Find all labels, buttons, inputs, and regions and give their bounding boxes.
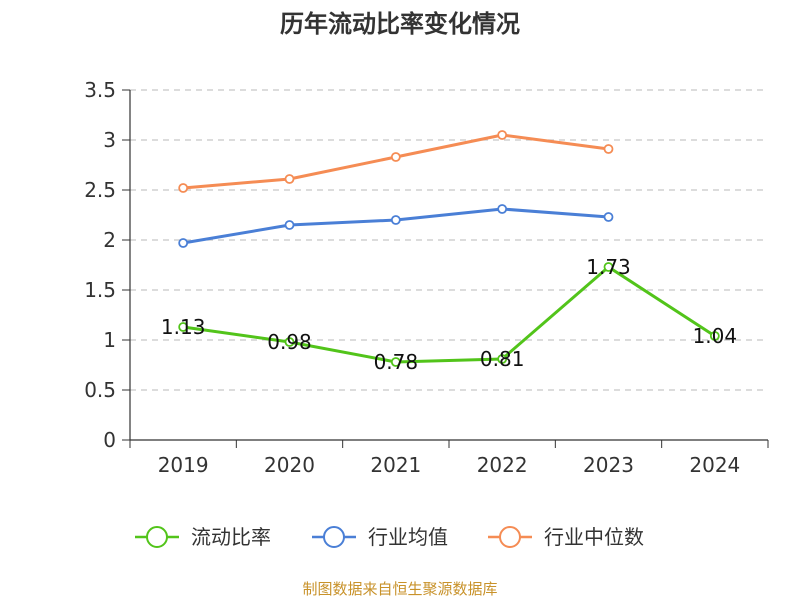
data-label: 1.73 bbox=[586, 255, 631, 279]
chart-title: 历年流动比率变化情况 bbox=[280, 10, 520, 38]
grid bbox=[130, 89, 768, 391]
data-labels: 1.13 0.98 0.78 0.81 1.73 1.04 bbox=[161, 255, 737, 374]
data-point bbox=[497, 204, 508, 214]
x-tick-label: 2023 bbox=[583, 453, 634, 477]
legend-marker bbox=[146, 526, 168, 548]
x-tick-label: 2019 bbox=[158, 453, 209, 477]
x-tick-label: 2020 bbox=[264, 453, 315, 477]
y-tick-label: 1 bbox=[103, 328, 116, 352]
source-note: 制图数据来自恒生聚源数据库 bbox=[302, 580, 497, 598]
y-tick-label: 2.5 bbox=[84, 178, 116, 202]
data-label: 1.04 bbox=[693, 324, 738, 348]
x-tick-label: 2022 bbox=[477, 453, 528, 477]
data-point bbox=[603, 144, 614, 154]
axes: 0 0.5 1 1.5 2 2.5 3 3.5 2019 2020 2021 2022 2023 2024 bbox=[84, 78, 769, 477]
data-label: 0.81 bbox=[480, 347, 525, 371]
data-label: 1.13 bbox=[161, 315, 206, 339]
series-layer bbox=[178, 130, 720, 367]
data-point bbox=[603, 262, 614, 272]
data-point bbox=[390, 357, 401, 367]
y-tick-label: 3.5 bbox=[84, 78, 116, 102]
y-tick-label: 2 bbox=[103, 228, 116, 252]
y-tick-label: 3 bbox=[103, 128, 116, 152]
data-point bbox=[497, 130, 508, 140]
data-point bbox=[603, 212, 614, 222]
legend-marker bbox=[323, 526, 345, 548]
data-point bbox=[284, 337, 295, 347]
legend: 流动比率 行业均值 行业中位数 bbox=[135, 525, 644, 549]
legend-label: 行业均值 bbox=[368, 525, 448, 549]
y-tick-label: 0.5 bbox=[84, 378, 116, 402]
y-tick-label: 0 bbox=[103, 428, 116, 452]
series-line bbox=[182, 207, 609, 245]
x-tick-label: 2024 bbox=[689, 453, 740, 477]
data-point bbox=[284, 220, 295, 230]
x-tick-label: 2021 bbox=[370, 453, 421, 477]
data-point bbox=[709, 331, 720, 341]
data-point bbox=[390, 215, 401, 225]
legend-label: 行业中位数 bbox=[544, 525, 644, 549]
data-point bbox=[284, 174, 295, 184]
series-line bbox=[182, 265, 716, 364]
data-point bbox=[178, 238, 189, 248]
data-point bbox=[178, 322, 189, 332]
data-point bbox=[497, 354, 508, 364]
y-tick-label: 1.5 bbox=[84, 278, 116, 302]
data-label: 0.78 bbox=[374, 350, 419, 374]
data-label: 0.98 bbox=[267, 330, 312, 354]
data-point bbox=[178, 183, 189, 193]
data-point bbox=[390, 152, 401, 162]
legend-marker bbox=[499, 526, 521, 548]
legend-label: 流动比率 bbox=[191, 525, 271, 549]
